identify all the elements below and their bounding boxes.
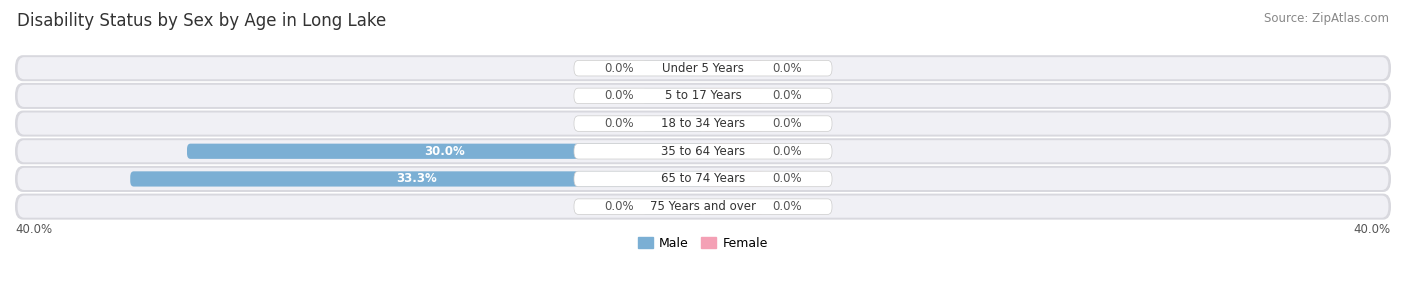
FancyBboxPatch shape (131, 171, 703, 187)
FancyBboxPatch shape (15, 111, 1391, 137)
Text: Disability Status by Sex by Age in Long Lake: Disability Status by Sex by Age in Long … (17, 12, 387, 30)
FancyBboxPatch shape (15, 55, 1391, 81)
Text: 0.0%: 0.0% (605, 89, 634, 102)
FancyBboxPatch shape (574, 88, 832, 104)
FancyBboxPatch shape (15, 138, 1391, 164)
FancyBboxPatch shape (643, 61, 703, 76)
FancyBboxPatch shape (18, 113, 1388, 135)
Text: 0.0%: 0.0% (605, 200, 634, 213)
FancyBboxPatch shape (643, 199, 703, 214)
FancyBboxPatch shape (18, 140, 1388, 162)
Text: 65 to 74 Years: 65 to 74 Years (661, 172, 745, 185)
Text: Source: ZipAtlas.com: Source: ZipAtlas.com (1264, 12, 1389, 25)
Text: 0.0%: 0.0% (605, 62, 634, 75)
FancyBboxPatch shape (18, 57, 1388, 79)
Text: 33.3%: 33.3% (396, 172, 437, 185)
FancyBboxPatch shape (703, 144, 763, 159)
Text: 5 to 17 Years: 5 to 17 Years (665, 89, 741, 102)
Text: 40.0%: 40.0% (1354, 223, 1391, 236)
FancyBboxPatch shape (574, 60, 832, 76)
FancyBboxPatch shape (574, 116, 832, 131)
FancyBboxPatch shape (15, 194, 1391, 220)
FancyBboxPatch shape (703, 116, 763, 131)
FancyBboxPatch shape (187, 144, 703, 159)
Text: 18 to 34 Years: 18 to 34 Years (661, 117, 745, 130)
Text: Under 5 Years: Under 5 Years (662, 62, 744, 75)
Legend: Male, Female: Male, Female (633, 232, 773, 255)
Text: 0.0%: 0.0% (772, 62, 801, 75)
FancyBboxPatch shape (703, 88, 763, 103)
FancyBboxPatch shape (15, 166, 1391, 192)
Text: 0.0%: 0.0% (605, 117, 634, 130)
FancyBboxPatch shape (18, 168, 1388, 190)
FancyBboxPatch shape (703, 171, 763, 187)
Text: 0.0%: 0.0% (772, 117, 801, 130)
Text: 0.0%: 0.0% (772, 145, 801, 158)
FancyBboxPatch shape (18, 85, 1388, 107)
FancyBboxPatch shape (18, 196, 1388, 218)
FancyBboxPatch shape (574, 199, 832, 214)
Text: 40.0%: 40.0% (15, 223, 52, 236)
Text: 0.0%: 0.0% (772, 200, 801, 213)
FancyBboxPatch shape (574, 171, 832, 187)
FancyBboxPatch shape (643, 116, 703, 131)
FancyBboxPatch shape (643, 88, 703, 103)
Text: 35 to 64 Years: 35 to 64 Years (661, 145, 745, 158)
Text: 0.0%: 0.0% (772, 89, 801, 102)
FancyBboxPatch shape (703, 61, 763, 76)
Text: 30.0%: 30.0% (425, 145, 465, 158)
FancyBboxPatch shape (703, 199, 763, 214)
FancyBboxPatch shape (574, 144, 832, 159)
Text: 0.0%: 0.0% (772, 172, 801, 185)
Text: 75 Years and over: 75 Years and over (650, 200, 756, 213)
FancyBboxPatch shape (15, 83, 1391, 109)
